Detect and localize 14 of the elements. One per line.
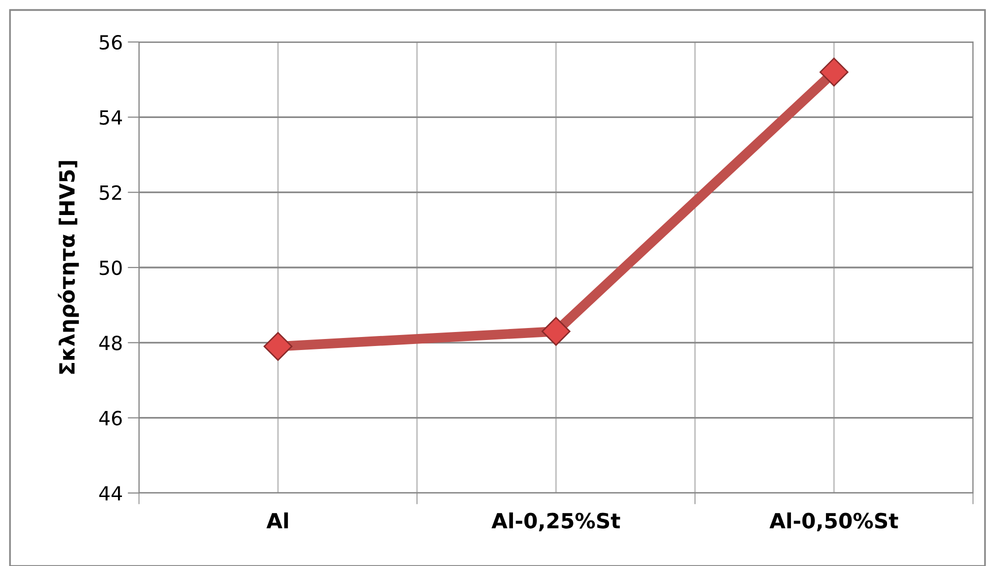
y-tick-label: 54	[100, 110, 122, 125]
point	[820, 58, 848, 87]
point	[542, 316, 570, 346]
y-tick-label: 56	[100, 34, 122, 50]
y-tick-label: 44	[99, 486, 122, 500]
y-tick-label: 48	[99, 336, 122, 350]
y-tick-label: 50	[100, 260, 122, 276]
y-axis-title: Σκληρότητα [HV5]	[58, 161, 79, 374]
x-tick-label: Al-0,50%St	[770, 512, 898, 532]
x-tick-label: Al	[266, 512, 288, 528]
point	[264, 332, 292, 361]
y-tick-label: 46	[99, 410, 122, 426]
x-tick-label: Al-0,25%St	[492, 512, 620, 532]
y-tick-label: 52	[100, 185, 122, 200]
